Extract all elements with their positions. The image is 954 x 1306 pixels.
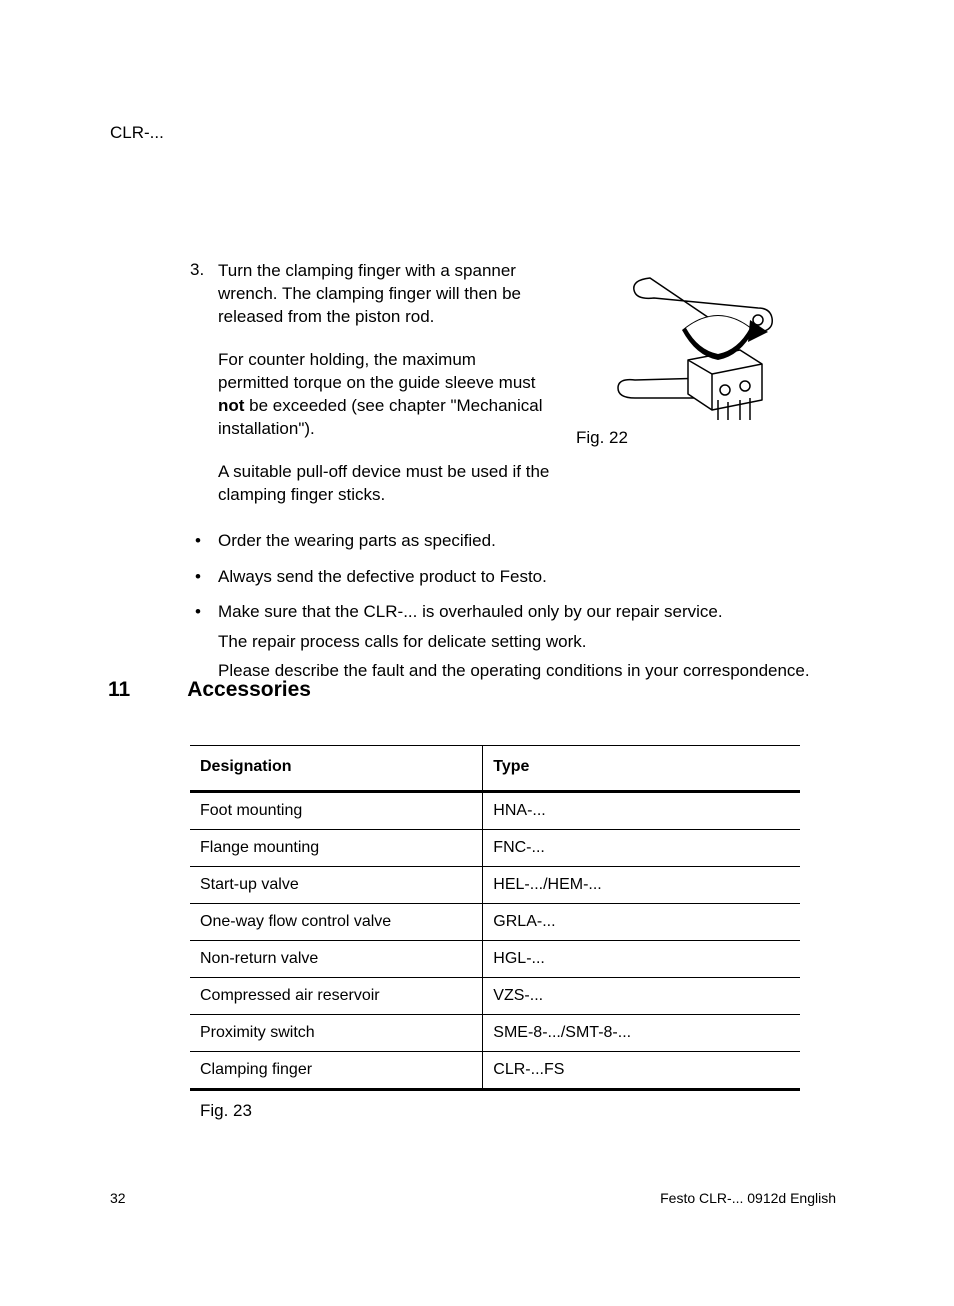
section-title: Accessories [187,678,311,702]
figure-caption: Fig. 22 [576,428,830,448]
table-cell: One-way flow control valve [190,904,483,941]
figure-column: Fig. 22 [570,260,830,506]
table-cell: HEL-.../HEM-... [483,867,800,904]
bullet-main: Make sure that the CLR-... is overhauled… [218,599,830,625]
table-cell: Proximity switch [190,1015,483,1052]
bullet-sub: The repair process calls for delicate se… [218,629,830,655]
bullet-dot-icon: • [190,599,206,684]
table-cell: Foot mounting [190,792,483,830]
step-number: 3. [190,260,208,506]
table-caption: Fig. 23 [200,1101,800,1121]
step-para-2: For counter holding, the maximum permitt… [218,349,550,441]
doc-id: Festo CLR-... 0912d English [660,1190,836,1206]
table-cell: HNA-... [483,792,800,830]
bullet-text: Make sure that the CLR-... is overhauled… [218,599,830,684]
table-row: Proximity switchSME-8-.../SMT-8-... [190,1015,800,1052]
table-row: Compressed air reservoirVZS-... [190,978,800,1015]
table-cell: Non-return valve [190,941,483,978]
page-number: 32 [110,1190,126,1206]
header-label: CLR-... [110,123,164,143]
section-number: 11 [108,678,130,702]
bullet-text: Order the wearing parts as specified. [218,528,830,554]
table-cell: Start-up valve [190,867,483,904]
table-header-designation: Designation [190,746,483,792]
bullet-item: • Always send the defective product to F… [190,564,830,590]
table-cell: GRLA-... [483,904,800,941]
table-cell: FNC-... [483,830,800,867]
step-line: 3. Turn the clamping finger with a spann… [190,260,550,506]
table-row: Foot mountingHNA-... [190,792,800,830]
clamping-finger-figure [590,260,810,420]
step-para-3: A suitable pull-off device must be used … [218,461,550,507]
bullet-dot-icon: • [190,528,206,554]
step-para-1: Turn the clamping finger with a spanner … [218,260,550,329]
step-para-2a: For counter holding, the maximum permitt… [218,350,536,392]
bullet-list: • Order the wearing parts as specified. … [190,528,830,684]
step-para-2-not: not [218,396,244,415]
table-header-row: Designation Type [190,746,800,792]
step-text-column: 3. Turn the clamping finger with a spann… [190,260,550,506]
section-heading: 11 Accessories [108,678,311,702]
table-cell: VZS-... [483,978,800,1015]
bullet-text: Always send the defective product to Fes… [218,564,830,590]
table-row: Flange mountingFNC-... [190,830,800,867]
bullet-item: • Order the wearing parts as specified. [190,528,830,554]
step-para-2b: be exceeded (see chapter "Mechanical ins… [218,396,543,438]
table-row: Start-up valveHEL-.../HEM-... [190,867,800,904]
table-row: Clamping fingerCLR-...FS [190,1052,800,1090]
accessories-table-wrap: Designation Type Foot mountingHNA-... Fl… [190,745,800,1121]
table-cell: Compressed air reservoir [190,978,483,1015]
table-row: Non-return valveHGL-... [190,941,800,978]
table-row: One-way flow control valveGRLA-... [190,904,800,941]
step-row: 3. Turn the clamping finger with a spann… [190,260,830,506]
table-cell: SME-8-.../SMT-8-... [483,1015,800,1052]
table-cell: Flange mounting [190,830,483,867]
page-footer: 32 Festo CLR-... 0912d English [110,1190,836,1206]
bullet-item: • Make sure that the CLR-... is overhaul… [190,599,830,684]
table-cell: CLR-...FS [483,1052,800,1090]
accessories-table: Designation Type Foot mountingHNA-... Fl… [190,745,800,1091]
bullet-dot-icon: • [190,564,206,590]
table-cell: Clamping finger [190,1052,483,1090]
table-cell: HGL-... [483,941,800,978]
table-header-type: Type [483,746,800,792]
main-content: 3. Turn the clamping finger with a spann… [190,260,830,694]
step-body: Turn the clamping finger with a spanner … [218,260,550,506]
